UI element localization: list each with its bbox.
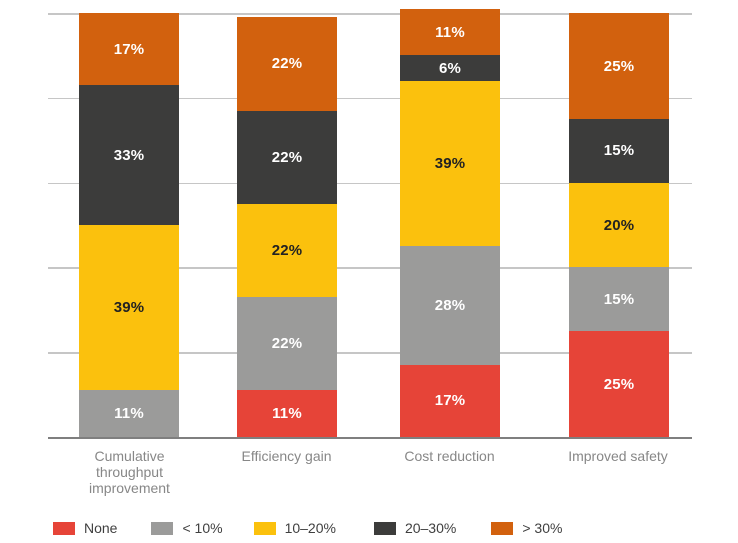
bar-segment-value: 6% xyxy=(438,59,462,77)
legend-swatch xyxy=(373,521,396,535)
plot-area: 11% 39% 33% 17% 11% 22% 22% 22% 22% 17% 28% 39% 6% 11… xyxy=(48,8,692,439)
legend-item: < 10% xyxy=(151,519,223,537)
bar-segment: 33% xyxy=(79,85,179,226)
bar-segment-value: 17% xyxy=(434,392,466,410)
bar-4: 25% 15% 20% 15% 25% xyxy=(569,13,669,437)
bar-segment-value: 22% xyxy=(271,241,303,259)
bar-segment: 11% xyxy=(237,390,337,437)
bar-segment-value: 28% xyxy=(434,297,466,315)
bar-segment: 25% xyxy=(569,13,669,120)
bar-segment-value: 17% xyxy=(113,40,145,58)
legend-label: 20–30% xyxy=(404,520,457,536)
bar-segment: 39% xyxy=(400,80,500,247)
legend-swatch xyxy=(151,521,174,535)
bar-1: 11% 39% 33% 17% xyxy=(79,13,179,437)
bar-segment-value: 20% xyxy=(603,216,635,234)
bar-segment-value: 15% xyxy=(603,290,635,308)
bar-segment-value: 22% xyxy=(271,55,303,73)
legend-item: None xyxy=(53,519,117,537)
legend-label: None xyxy=(84,520,118,536)
bar-segment: 15% xyxy=(569,267,669,331)
legend: None < 10% 10–20% 20–30% > 30% xyxy=(53,519,703,537)
legend-item: 10–20% xyxy=(253,519,336,537)
bar-segment-value: 11% xyxy=(435,23,465,41)
bar-segment-value: 39% xyxy=(113,299,145,317)
legend-label: 10–20% xyxy=(284,520,336,536)
bar-segment-value: 22% xyxy=(271,148,303,166)
legend-swatch xyxy=(53,521,75,535)
bar-segment: 11% xyxy=(79,390,179,437)
bar-segment-value: 11% xyxy=(272,405,302,423)
legend-swatch xyxy=(491,521,514,535)
x-axis-line xyxy=(48,437,692,439)
bar-segment-value: 33% xyxy=(113,146,145,164)
legend-item: > 30% xyxy=(491,519,562,537)
gridline xyxy=(48,97,692,100)
bar-2: 11% 22% 22% 22% 22% xyxy=(237,17,337,437)
bar-segment-value: 15% xyxy=(603,142,635,160)
gridline xyxy=(48,13,692,15)
category-axis: Cumulative throughput improvement Efficie… xyxy=(0,448,738,503)
bar-segment: 22% xyxy=(237,203,337,298)
bar-3: 17% 28% 39% 6% 11% xyxy=(400,8,500,437)
bar-segment-value: 22% xyxy=(271,335,303,353)
bar-segment: 22% xyxy=(237,297,337,391)
legend-swatch xyxy=(253,521,276,535)
bar-segment: 22% xyxy=(237,110,337,204)
legend-label: > 30% xyxy=(522,520,563,536)
bar-segment: 39% xyxy=(79,225,179,391)
bar-segment-value: 25% xyxy=(603,57,635,75)
bar-segment: 6% xyxy=(400,55,500,81)
bar-segment-value: 25% xyxy=(603,375,635,393)
bar-segment: 17% xyxy=(79,13,179,86)
category-label: Efficiency gain xyxy=(241,448,332,464)
bar-segment: 22% xyxy=(237,17,337,111)
bar-segment: 11% xyxy=(400,8,500,56)
category-label: Cost reduction xyxy=(404,448,495,464)
gridline xyxy=(48,352,692,354)
gridline xyxy=(48,182,692,185)
bar-segment: 28% xyxy=(400,246,500,365)
bar-segment: 17% xyxy=(400,364,500,437)
category-label: Cumulative throughput improvement xyxy=(89,448,170,496)
gridline xyxy=(48,267,692,269)
legend-label: < 10% xyxy=(182,520,223,536)
bar-segment-value: 39% xyxy=(434,155,466,173)
bar-segment: 15% xyxy=(569,119,669,183)
bar-segment: 25% xyxy=(569,331,669,437)
bar-segment-value: 11% xyxy=(114,405,144,423)
category-label: Improved safety xyxy=(568,448,668,464)
legend-item: 20–30% xyxy=(373,519,457,537)
bar-segment: 20% xyxy=(569,182,669,268)
